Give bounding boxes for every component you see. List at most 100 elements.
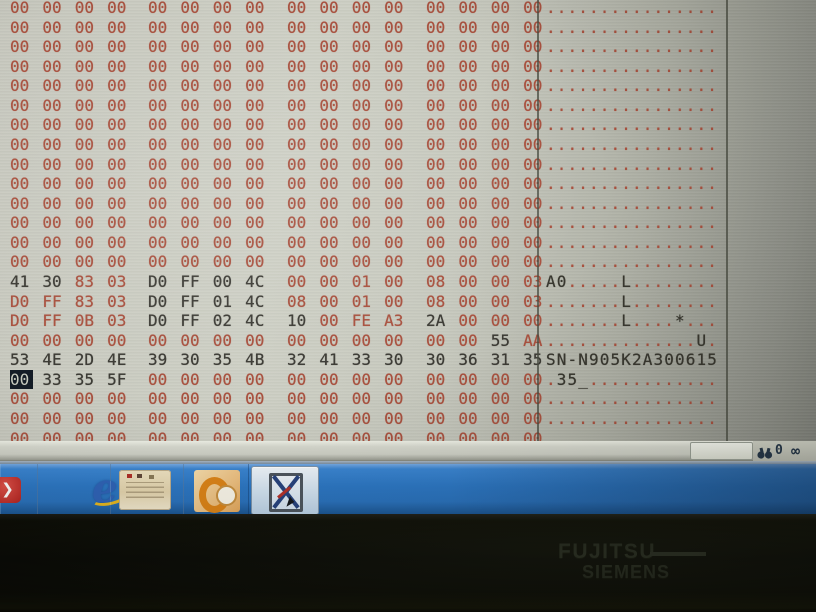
hex-byte[interactable]: 00 [384, 213, 404, 233]
ascii-char[interactable]: . [707, 193, 717, 213]
hex-byte[interactable]: 00 [10, 37, 30, 57]
ascii-char[interactable]: . [696, 17, 707, 37]
ascii-char[interactable]: . [546, 17, 556, 37]
ascii-char[interactable]: . [610, 56, 621, 76]
ascii-char[interactable]: U [696, 330, 707, 350]
ascii-char[interactable]: . [685, 408, 696, 428]
hex-byte[interactable]: 00 [287, 174, 307, 194]
ascii-char[interactable]: . [642, 389, 653, 409]
ascii-char[interactable]: . [675, 271, 685, 291]
ascii-char[interactable]: . [546, 56, 556, 76]
hex-byte[interactable]: 00 [10, 428, 30, 441]
ascii-char[interactable]: . [696, 271, 707, 291]
ascii-char[interactable]: . [642, 193, 653, 213]
hex-byte[interactable]: 4C [245, 311, 265, 331]
hex-byte[interactable]: 00 [384, 291, 404, 311]
ascii-char[interactable]: . [610, 252, 621, 272]
ascii-char[interactable]: . [632, 389, 642, 409]
ascii-char[interactable]: . [610, 0, 621, 17]
ascii-char[interactable]: . [578, 154, 588, 174]
hex-byte[interactable]: 00 [351, 193, 372, 213]
ascii-char[interactable]: . [610, 154, 621, 174]
hex-byte[interactable]: 00 [245, 330, 265, 350]
ascii-char[interactable]: . [610, 389, 621, 409]
ascii-char[interactable]: . [707, 56, 717, 76]
ascii-char[interactable]: 5 [707, 350, 717, 370]
hex-byte[interactable]: 00 [148, 252, 168, 272]
hex-byte[interactable]: 00 [384, 428, 404, 441]
ascii-char[interactable]: . [653, 17, 664, 37]
ascii-char[interactable]: . [610, 76, 621, 96]
hex-byte[interactable]: 00 [42, 115, 62, 135]
ascii-char[interactable]: 6 [685, 350, 696, 370]
hex-byte[interactable]: 00 [319, 154, 339, 174]
ascii-char[interactable]: . [707, 271, 717, 291]
ascii-char[interactable]: . [578, 213, 588, 233]
hex-byte[interactable]: 00 [384, 154, 404, 174]
ascii-char[interactable]: * [675, 311, 685, 331]
hex-byte[interactable]: 00 [42, 0, 62, 17]
ascii-char[interactable]: . [578, 115, 588, 135]
ascii-char[interactable]: . [664, 428, 674, 441]
hex-byte[interactable]: 00 [74, 154, 95, 174]
hex-byte[interactable]: 00 [490, 17, 511, 37]
ascii-char[interactable]: . [696, 232, 707, 252]
hex-byte[interactable]: 00 [148, 134, 168, 154]
hex-byte[interactable]: 00 [10, 154, 30, 174]
ascii-char[interactable]: . [675, 232, 685, 252]
hex-byte[interactable]: 00 [458, 428, 478, 441]
hex-byte[interactable]: 00 [10, 389, 30, 409]
ascii-char[interactable]: . [685, 56, 696, 76]
ascii-char[interactable]: . [664, 174, 674, 194]
ascii-char[interactable]: . [589, 154, 599, 174]
ascii-char[interactable]: . [642, 232, 653, 252]
hex-byte[interactable]: 00 [245, 213, 265, 233]
hex-byte[interactable]: 30 [180, 350, 200, 370]
ascii-char[interactable]: 0 [664, 350, 674, 370]
hex-byte[interactable]: 00 [351, 369, 372, 389]
hex-byte[interactable]: 00 [180, 134, 200, 154]
ascii-char[interactable]: . [567, 154, 578, 174]
hex-byte[interactable]: 00 [107, 174, 127, 194]
hex-byte[interactable]: 00 [287, 389, 307, 409]
hex-byte[interactable]: 00 [180, 95, 200, 115]
hex-byte[interactable]: 00 [490, 37, 511, 57]
hex-byte[interactable]: 00 [384, 76, 404, 96]
ascii-char[interactable]: N [578, 350, 588, 370]
hex-byte[interactable]: 00 [74, 0, 95, 17]
hex-byte[interactable]: 00 [180, 37, 200, 57]
ascii-char[interactable]: . [610, 408, 621, 428]
hex-byte[interactable]: 00 [107, 330, 127, 350]
hex-byte[interactable]: 00 [490, 76, 511, 96]
ascii-char[interactable]: . [675, 252, 685, 272]
hex-byte[interactable]: 00 [426, 0, 446, 17]
hex-byte[interactable]: 00 [426, 95, 446, 115]
ascii-char[interactable]: . [642, 115, 653, 135]
ascii-char[interactable]: L [621, 271, 631, 291]
hex-byte[interactable]: 00 [148, 389, 168, 409]
ascii-char[interactable]: . [685, 389, 696, 409]
hex-byte[interactable]: 00 [148, 76, 168, 96]
hex-byte[interactable]: 00 [458, 408, 478, 428]
ascii-char[interactable]: . [685, 252, 696, 272]
hex-byte[interactable]: D0 [148, 311, 168, 331]
hex-byte[interactable]: 00 [287, 76, 307, 96]
hex-byte[interactable]: 00 [42, 389, 62, 409]
hex-byte[interactable]: 00 [287, 115, 307, 135]
ascii-char[interactable]: . [632, 252, 642, 272]
ascii-char[interactable]: . [642, 330, 653, 350]
hex-byte[interactable]: 00 [245, 174, 265, 194]
ascii-char[interactable]: . [675, 330, 685, 350]
hex-byte[interactable]: 00 [490, 408, 511, 428]
ascii-char[interactable]: . [589, 174, 599, 194]
ascii-char[interactable]: . [675, 76, 685, 96]
hex-byte[interactable]: 00 [384, 232, 404, 252]
hex-byte[interactable]: 00 [74, 134, 95, 154]
ascii-char[interactable]: . [546, 134, 556, 154]
ascii-char[interactable]: . [621, 56, 631, 76]
ascii-char[interactable]: . [675, 0, 685, 17]
ascii-char[interactable]: . [599, 369, 610, 389]
ascii-char[interactable]: . [556, 56, 567, 76]
ascii-char[interactable]: . [621, 76, 631, 96]
ascii-char[interactable]: . [696, 369, 707, 389]
